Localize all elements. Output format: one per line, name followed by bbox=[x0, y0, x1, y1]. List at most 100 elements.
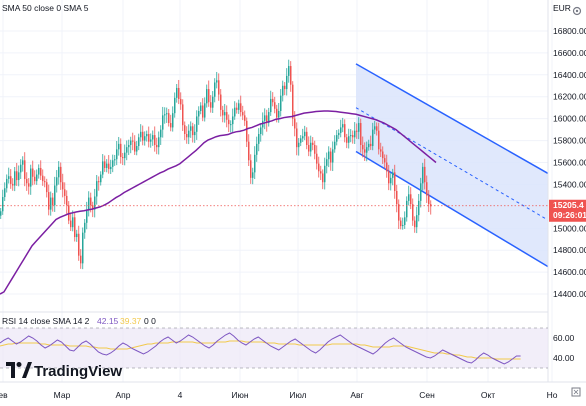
candle-body bbox=[20, 164, 22, 173]
channel-lower-line[interactable] bbox=[355, 150, 549, 268]
candle-body bbox=[378, 130, 380, 150]
candle-body bbox=[394, 172, 396, 191]
candle-body bbox=[234, 107, 236, 117]
candle-body bbox=[424, 166, 426, 183]
candle-body bbox=[232, 116, 234, 125]
candle-body bbox=[166, 113, 168, 115]
candle-body bbox=[16, 171, 18, 181]
candle-body bbox=[300, 138, 302, 143]
price-tick-label: 16600.00 bbox=[553, 48, 586, 58]
candle-body bbox=[26, 178, 28, 184]
candle-body bbox=[54, 185, 56, 206]
candle-body bbox=[322, 173, 324, 183]
candle-body bbox=[398, 204, 400, 221]
candle-body bbox=[132, 140, 134, 142]
candle-body bbox=[194, 131, 196, 136]
rsi-pane: 60.00 40.00 bbox=[0, 327, 575, 369]
tradingview-logo[interactable]: TradingView bbox=[6, 362, 122, 380]
candle-body bbox=[388, 171, 390, 184]
candle-body bbox=[216, 80, 218, 83]
candle-body bbox=[340, 127, 342, 133]
candle-body bbox=[150, 139, 152, 142]
candle-body bbox=[96, 181, 98, 197]
candle-body bbox=[110, 166, 112, 170]
candle-body bbox=[120, 143, 122, 158]
channel-upper-line[interactable] bbox=[355, 63, 549, 175]
candle-body bbox=[312, 142, 314, 145]
candle-body bbox=[44, 181, 46, 183]
candle-body bbox=[372, 129, 374, 147]
candle-body bbox=[218, 80, 220, 95]
candle-body bbox=[48, 192, 50, 210]
candle-body bbox=[14, 171, 16, 186]
candle-body bbox=[162, 115, 164, 130]
candle-body bbox=[338, 132, 340, 136]
rsi-sma-line bbox=[0, 340, 521, 360]
candle-body bbox=[430, 204, 432, 207]
rsi-legend: RSI 14 close SMA 14 2 42.15 39.37 0 0 bbox=[2, 316, 156, 326]
candle-body bbox=[140, 131, 142, 138]
candle-body bbox=[186, 134, 188, 138]
candle-body bbox=[404, 217, 406, 225]
candle-body bbox=[310, 142, 312, 152]
candle-body bbox=[90, 197, 92, 206]
candle-body bbox=[204, 103, 206, 118]
candle-body bbox=[130, 140, 132, 145]
candle-body bbox=[348, 136, 350, 143]
candle-body bbox=[56, 177, 58, 186]
candle-body bbox=[242, 112, 244, 116]
candle-body bbox=[352, 135, 354, 138]
candle-body bbox=[226, 112, 228, 120]
candle-body bbox=[142, 131, 144, 141]
candle-body bbox=[178, 87, 180, 99]
candle-body bbox=[240, 103, 242, 113]
settings-icon[interactable] bbox=[572, 6, 582, 16]
candle-body bbox=[254, 154, 256, 173]
candle-body bbox=[62, 182, 64, 190]
candle-body bbox=[364, 149, 366, 153]
candle-body bbox=[302, 136, 304, 139]
candle-body bbox=[268, 112, 270, 124]
time-axis[interactable]: ев Мар Апр 4 Июн Июл Авг Сен Окт Но bbox=[0, 390, 558, 400]
candle-body bbox=[38, 167, 40, 175]
candle-body bbox=[220, 94, 222, 110]
candle-body bbox=[212, 96, 214, 108]
candle-body bbox=[418, 200, 420, 216]
candle-body bbox=[174, 97, 176, 114]
candle-body bbox=[248, 141, 250, 161]
candle-body bbox=[158, 137, 160, 148]
candle-body bbox=[28, 183, 30, 187]
candle-body bbox=[40, 167, 42, 176]
candle-body bbox=[304, 131, 306, 137]
candle-body bbox=[36, 174, 38, 182]
channel-mid-line[interactable] bbox=[355, 107, 549, 221]
candle-body bbox=[384, 158, 386, 163]
price-axis[interactable]: 16800.00 16600.00 16400.00 16200.00 16000.00… bbox=[553, 26, 586, 299]
candle-body bbox=[412, 204, 414, 221]
candle-body bbox=[172, 113, 174, 128]
candle-body bbox=[428, 195, 430, 205]
candle-body bbox=[316, 153, 318, 164]
sma-50-line bbox=[0, 110, 437, 295]
candle-body bbox=[18, 172, 20, 181]
candle-body bbox=[244, 115, 246, 121]
candle-body bbox=[202, 105, 204, 118]
candle-body bbox=[164, 114, 166, 116]
rsi-tick-label: 60.00 bbox=[553, 333, 575, 343]
candle-body bbox=[370, 143, 372, 147]
price-tick-label: 16800.00 bbox=[553, 26, 586, 36]
time-tick-label: Авг bbox=[350, 390, 363, 400]
candle-body bbox=[342, 124, 344, 128]
tradingview-logo-icon bbox=[6, 362, 32, 378]
candle-body bbox=[148, 134, 150, 142]
candle-body bbox=[284, 85, 286, 90]
candle-body bbox=[296, 128, 298, 148]
rsi-legend-label: RSI 14 close SMA 14 2 bbox=[2, 316, 90, 326]
regression-channel[interactable] bbox=[355, 63, 549, 268]
candle-body bbox=[210, 102, 212, 108]
candles bbox=[0, 59, 432, 270]
fit-to-screen-icon[interactable] bbox=[571, 387, 581, 397]
candle-body bbox=[336, 135, 338, 142]
price-tick-label: 16000.00 bbox=[553, 114, 586, 124]
